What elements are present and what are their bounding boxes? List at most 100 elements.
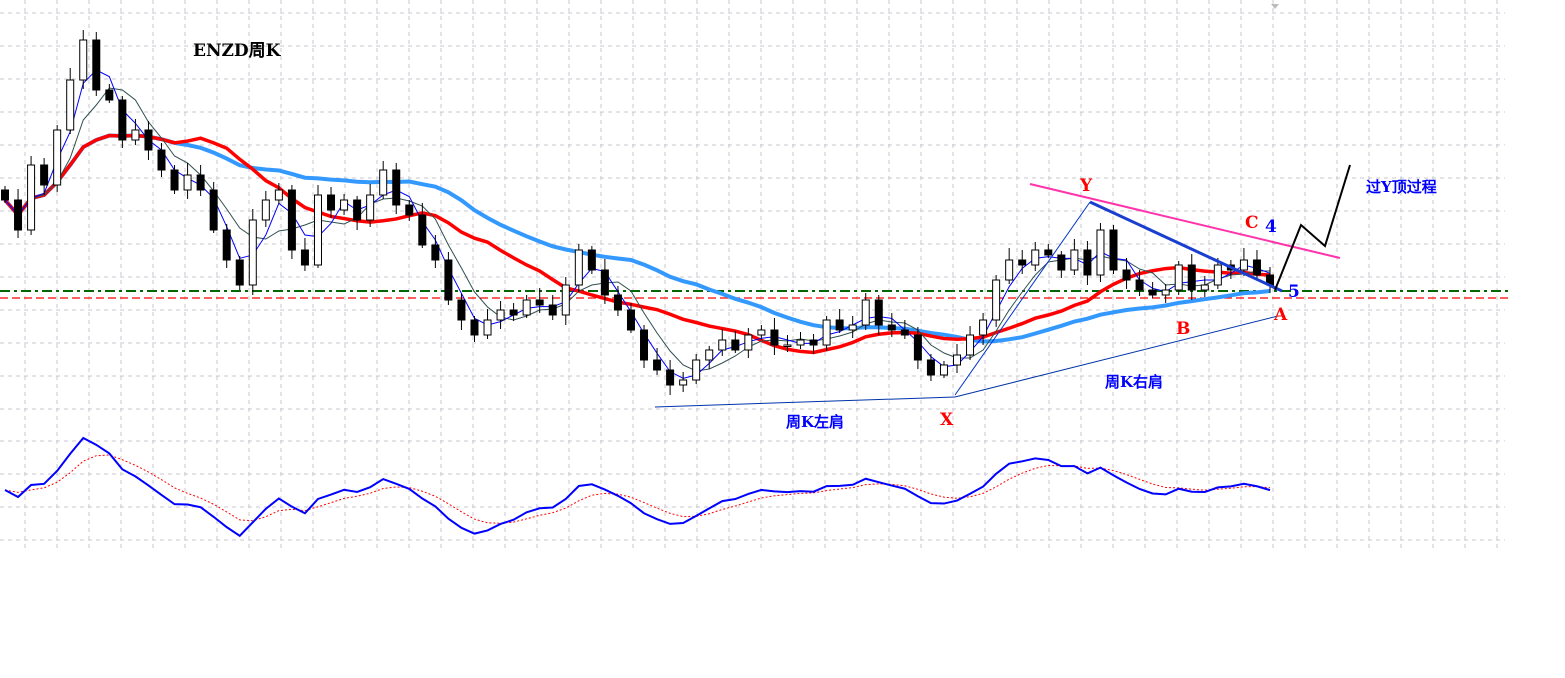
label-4: 4: [1265, 217, 1277, 237]
candle-body: [379, 169, 388, 196]
signal-line: [4, 454, 1271, 524]
candle-body: [118, 99, 127, 141]
candle-body: [731, 339, 740, 351]
candle-body: [626, 309, 635, 331]
candle-body: [1200, 284, 1209, 291]
candle-body: [261, 199, 270, 221]
x-to-y-line: [954, 201, 1091, 396]
candle-body: [653, 359, 662, 371]
candle-body: [300, 249, 309, 266]
candle-body: [822, 319, 831, 346]
macd-panel: [4, 436, 1271, 538]
candle-body: [340, 199, 349, 211]
candle-body: [418, 214, 427, 246]
label-left-shoulder: 周K左肩: [786, 413, 844, 431]
candle-body: [40, 164, 49, 186]
candle-body: [1239, 259, 1248, 271]
candle-body: [574, 249, 583, 286]
candle-body: [1174, 264, 1183, 291]
candle-body: [796, 339, 805, 346]
candle-body: [1005, 259, 1014, 281]
candle-body: [1018, 259, 1027, 266]
candle-body: [1070, 249, 1079, 271]
label-process: 过Y顶过程: [1366, 178, 1437, 196]
candle-body: [1213, 264, 1222, 286]
candle-body: [1161, 289, 1170, 296]
candle-body: [600, 269, 609, 296]
candle-body: [939, 364, 948, 376]
candle-body: [835, 319, 844, 331]
candle-body: [157, 149, 166, 171]
candle-body: [1135, 279, 1144, 291]
candle-body: [248, 219, 257, 286]
upper-resistance-line: [1029, 183, 1341, 259]
candle-body: [1031, 249, 1040, 266]
label-right-shoulder: 周K右肩: [1105, 373, 1163, 391]
right-shoulder-neckline: [954, 315, 1279, 398]
candle-body: [14, 199, 23, 231]
candle-body: [848, 324, 857, 331]
candle-body: [327, 194, 336, 211]
candle-body: [900, 329, 909, 336]
candle-body: [1252, 259, 1261, 276]
candle-body: [483, 319, 492, 336]
ma-mid-red: [3, 133, 1271, 355]
candle-body: [1083, 249, 1092, 276]
candle-body: [705, 349, 714, 361]
scroll-marker-icon[interactable]: [1271, 4, 1279, 9]
candle-body: [953, 354, 962, 366]
candle-body: [287, 189, 296, 251]
candle-body: [1122, 269, 1131, 281]
macd-line: [4, 436, 1271, 538]
candle-body: [744, 334, 753, 351]
candle-body: [66, 79, 75, 131]
candle-body: [144, 129, 153, 151]
label-b: B: [1176, 319, 1190, 339]
label-x: X: [940, 410, 954, 430]
candle-body: [105, 89, 114, 101]
candle-body: [757, 329, 766, 336]
candle-body: [509, 309, 518, 316]
candle-body: [1109, 229, 1118, 271]
candle-body: [1044, 249, 1053, 256]
label-5: 5: [1288, 282, 1300, 302]
candle-body: [1, 189, 9, 201]
candle-body: [366, 194, 375, 221]
candle-body: [979, 319, 988, 336]
candle-body: [79, 39, 88, 81]
candle-body: [535, 299, 544, 306]
candle-body: [1187, 264, 1196, 291]
trend-lines: [654, 164, 1351, 408]
candle-body: [496, 309, 505, 321]
candle-body: [353, 199, 362, 221]
candle-body: [457, 299, 466, 321]
candle-body: [1096, 229, 1105, 276]
ma-5: [4, 69, 1271, 379]
candle-body: [718, 339, 727, 351]
candle-body: [405, 204, 414, 216]
candle-body: [170, 169, 179, 191]
candle-body: [470, 319, 479, 336]
candle-body: [613, 294, 622, 311]
candle-body: [966, 334, 975, 356]
ma-10: [4, 87, 1270, 372]
candle-body: [222, 229, 231, 261]
grid: [0, 0, 1505, 550]
candle-body: [522, 299, 531, 316]
candle-body: [53, 129, 62, 186]
candle-body: [131, 129, 140, 141]
candle-body: [692, 359, 701, 381]
candle-body: [587, 249, 596, 271]
candle-body: [783, 344, 792, 347]
candle-body: [392, 169, 401, 206]
support-levels: [0, 290, 1510, 299]
candle-body: [196, 174, 205, 191]
label-c: C: [1245, 213, 1259, 233]
candle-body: [1148, 289, 1157, 296]
label-a: A: [1273, 305, 1288, 325]
candle-body: [913, 334, 922, 361]
candle-body: [770, 329, 779, 346]
moving-averages: [3, 69, 1271, 379]
candle-body: [313, 194, 322, 266]
